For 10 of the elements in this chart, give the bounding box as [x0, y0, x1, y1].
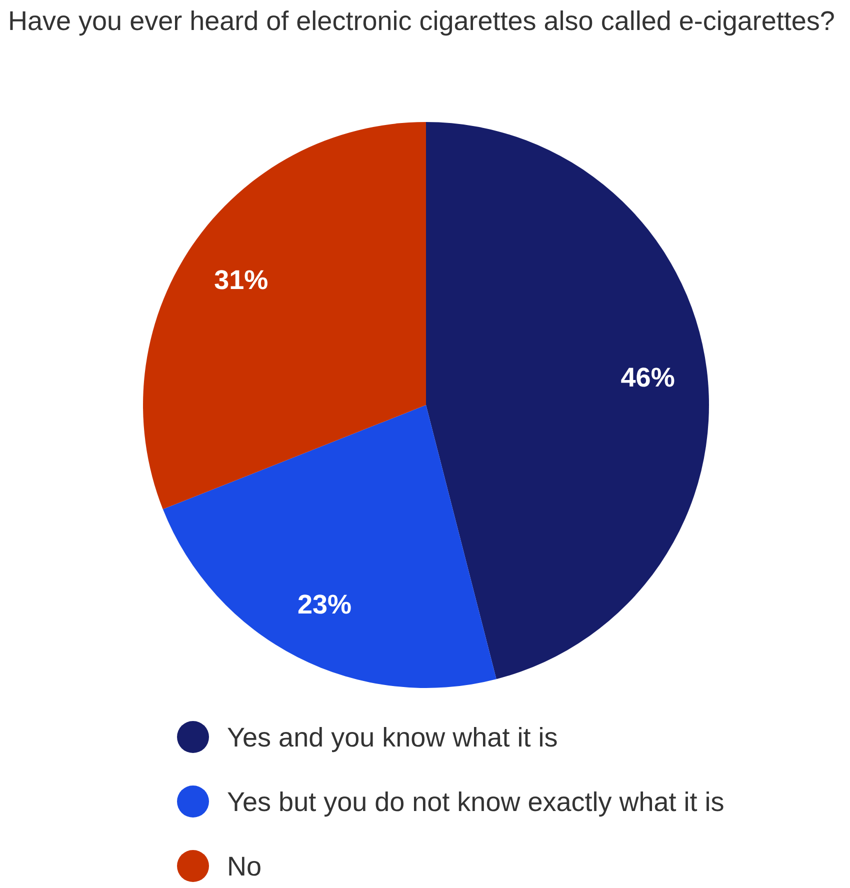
chart-title: Have you ever heard of electronic cigarettes also called e-cigarettes? [8, 6, 835, 36]
data-label: 23% [297, 590, 352, 620]
pie-slice [426, 122, 708, 680]
data-label: 31% [214, 264, 268, 295]
pie-slice [143, 122, 426, 510]
pie-slice [162, 405, 496, 688]
legend-label: Yes but you do not know exactly what it is [227, 786, 724, 817]
data-label: 46% [620, 362, 675, 392]
legend-label: Yes and you know what it is [227, 722, 558, 752]
legend-label: No [227, 851, 262, 882]
